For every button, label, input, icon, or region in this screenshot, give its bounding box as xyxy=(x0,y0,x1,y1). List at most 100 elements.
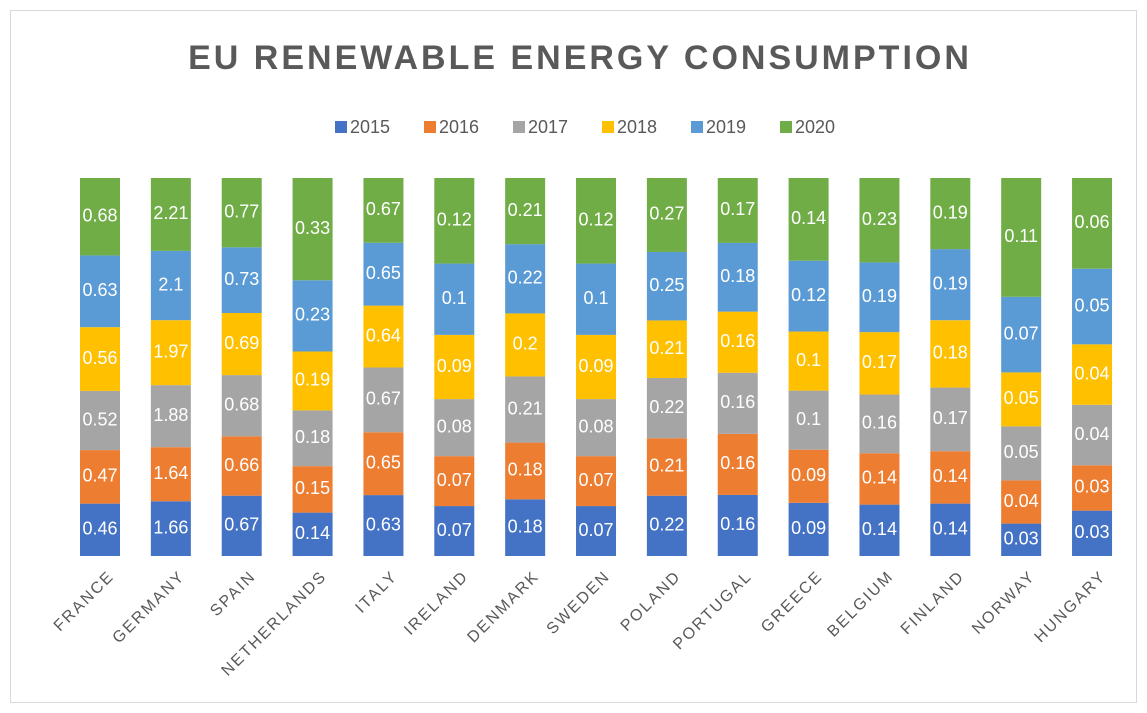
data-label: 0.11 xyxy=(1004,226,1038,246)
legend-swatch xyxy=(513,121,525,133)
data-label: 0.33 xyxy=(295,218,330,238)
data-label: 0.1 xyxy=(796,350,821,370)
bar-segment xyxy=(1001,523,1042,556)
bar-segment xyxy=(221,247,262,313)
data-label: 0.16 xyxy=(720,514,755,534)
data-label: 0.12 xyxy=(578,210,613,230)
data-label: 0.05 xyxy=(1075,295,1110,315)
data-label: 0.08 xyxy=(578,416,613,436)
bar-segment xyxy=(150,385,191,448)
data-label: 0.56 xyxy=(82,348,117,368)
bar-segment xyxy=(292,178,333,281)
bar-segment xyxy=(788,390,829,450)
data-label: 2.1 xyxy=(158,274,183,294)
data-label: 0.25 xyxy=(649,275,684,295)
data-label: 0.1 xyxy=(796,409,821,429)
data-label: 0.22 xyxy=(649,397,684,417)
data-label: 0.19 xyxy=(862,286,897,306)
bar-segment xyxy=(717,242,758,312)
data-label: 0.2 xyxy=(513,334,538,354)
data-label: 0.16 xyxy=(862,413,897,433)
data-label: 0.12 xyxy=(791,285,826,305)
legend-swatch xyxy=(335,121,347,133)
data-label: 0.73 xyxy=(224,269,259,289)
bar-segment xyxy=(80,255,120,328)
data-label: 0.67 xyxy=(366,389,401,409)
bar-segment xyxy=(363,178,404,243)
bar-segment xyxy=(646,438,687,496)
data-label: 0.47 xyxy=(82,466,117,486)
data-label: 0.14 xyxy=(295,523,330,543)
bar-segment xyxy=(292,351,333,411)
data-label: 0.63 xyxy=(366,514,401,534)
bar-segment xyxy=(717,178,758,243)
bar-segment xyxy=(292,280,333,352)
data-label: 0.06 xyxy=(1075,212,1110,232)
data-label: 0.03 xyxy=(1075,522,1110,542)
bar-segment xyxy=(505,499,546,556)
bar-segment xyxy=(292,410,333,467)
data-label: 0.09 xyxy=(578,356,613,376)
data-label: 0.65 xyxy=(366,263,401,283)
data-label: 0.21 xyxy=(649,456,684,476)
data-label: 0.22 xyxy=(649,515,684,535)
data-label: 0.14 xyxy=(791,208,826,228)
data-label: 0.03 xyxy=(1075,477,1110,497)
data-label: 0.14 xyxy=(862,468,897,488)
legend-label: 2015 xyxy=(350,117,390,137)
bar-segment xyxy=(576,334,617,400)
bar-segment xyxy=(505,442,546,500)
legend-swatch xyxy=(602,121,614,133)
bar-segment xyxy=(434,506,475,556)
data-label: 0.21 xyxy=(649,338,684,358)
bar-segment xyxy=(363,367,404,433)
bar-segment xyxy=(80,327,120,391)
chart-title: EU RENEWABLE ENERGY CONSUMPTION xyxy=(188,39,972,77)
bar-segment xyxy=(150,178,191,251)
data-label: 0.69 xyxy=(224,333,259,353)
data-label: 0.09 xyxy=(791,518,826,538)
bar-segment xyxy=(1072,178,1113,269)
data-label: 1.97 xyxy=(153,341,188,361)
data-label: 0.18 xyxy=(508,516,543,536)
bar-segment xyxy=(717,433,758,495)
data-label: 0.68 xyxy=(82,205,117,225)
legend-label: 2017 xyxy=(528,117,568,137)
bar-segment xyxy=(788,449,829,503)
legend-swatch xyxy=(424,121,436,133)
data-label: 0.19 xyxy=(933,273,968,293)
bar-segment xyxy=(221,313,262,376)
data-label: 1.64 xyxy=(153,463,188,483)
bar-segment xyxy=(576,399,617,457)
bar-segment xyxy=(221,178,262,248)
data-label: 0.22 xyxy=(508,268,543,288)
data-label: 0.63 xyxy=(82,280,117,300)
bar-segment xyxy=(576,456,617,507)
bar-segment xyxy=(788,502,829,556)
legend-label: 2018 xyxy=(617,117,657,137)
data-label: 0.17 xyxy=(720,199,755,219)
data-label: 0.15 xyxy=(295,478,330,498)
bar-segment xyxy=(859,262,900,333)
bar-segment xyxy=(434,263,475,335)
bar-segment xyxy=(859,394,900,454)
bar-segment xyxy=(505,376,546,443)
bar-segment xyxy=(505,178,546,245)
data-label: 0.67 xyxy=(366,199,401,219)
data-label: 0.27 xyxy=(649,204,684,224)
bar-segment xyxy=(150,250,191,321)
data-label: 0.65 xyxy=(366,452,401,472)
bar-segment xyxy=(505,244,546,314)
bar-segment xyxy=(1001,296,1042,373)
data-label: 0.21 xyxy=(508,398,543,418)
data-label: 0.18 xyxy=(508,460,543,480)
data-label: 0.68 xyxy=(224,394,259,414)
data-label: 0.14 xyxy=(933,466,968,486)
bar-segment xyxy=(505,313,546,377)
legend-swatch xyxy=(780,121,792,133)
data-label: 0.07 xyxy=(578,470,613,490)
bar-segment xyxy=(80,503,120,556)
data-label: 0.52 xyxy=(82,409,117,429)
data-label: 0.66 xyxy=(224,455,259,475)
